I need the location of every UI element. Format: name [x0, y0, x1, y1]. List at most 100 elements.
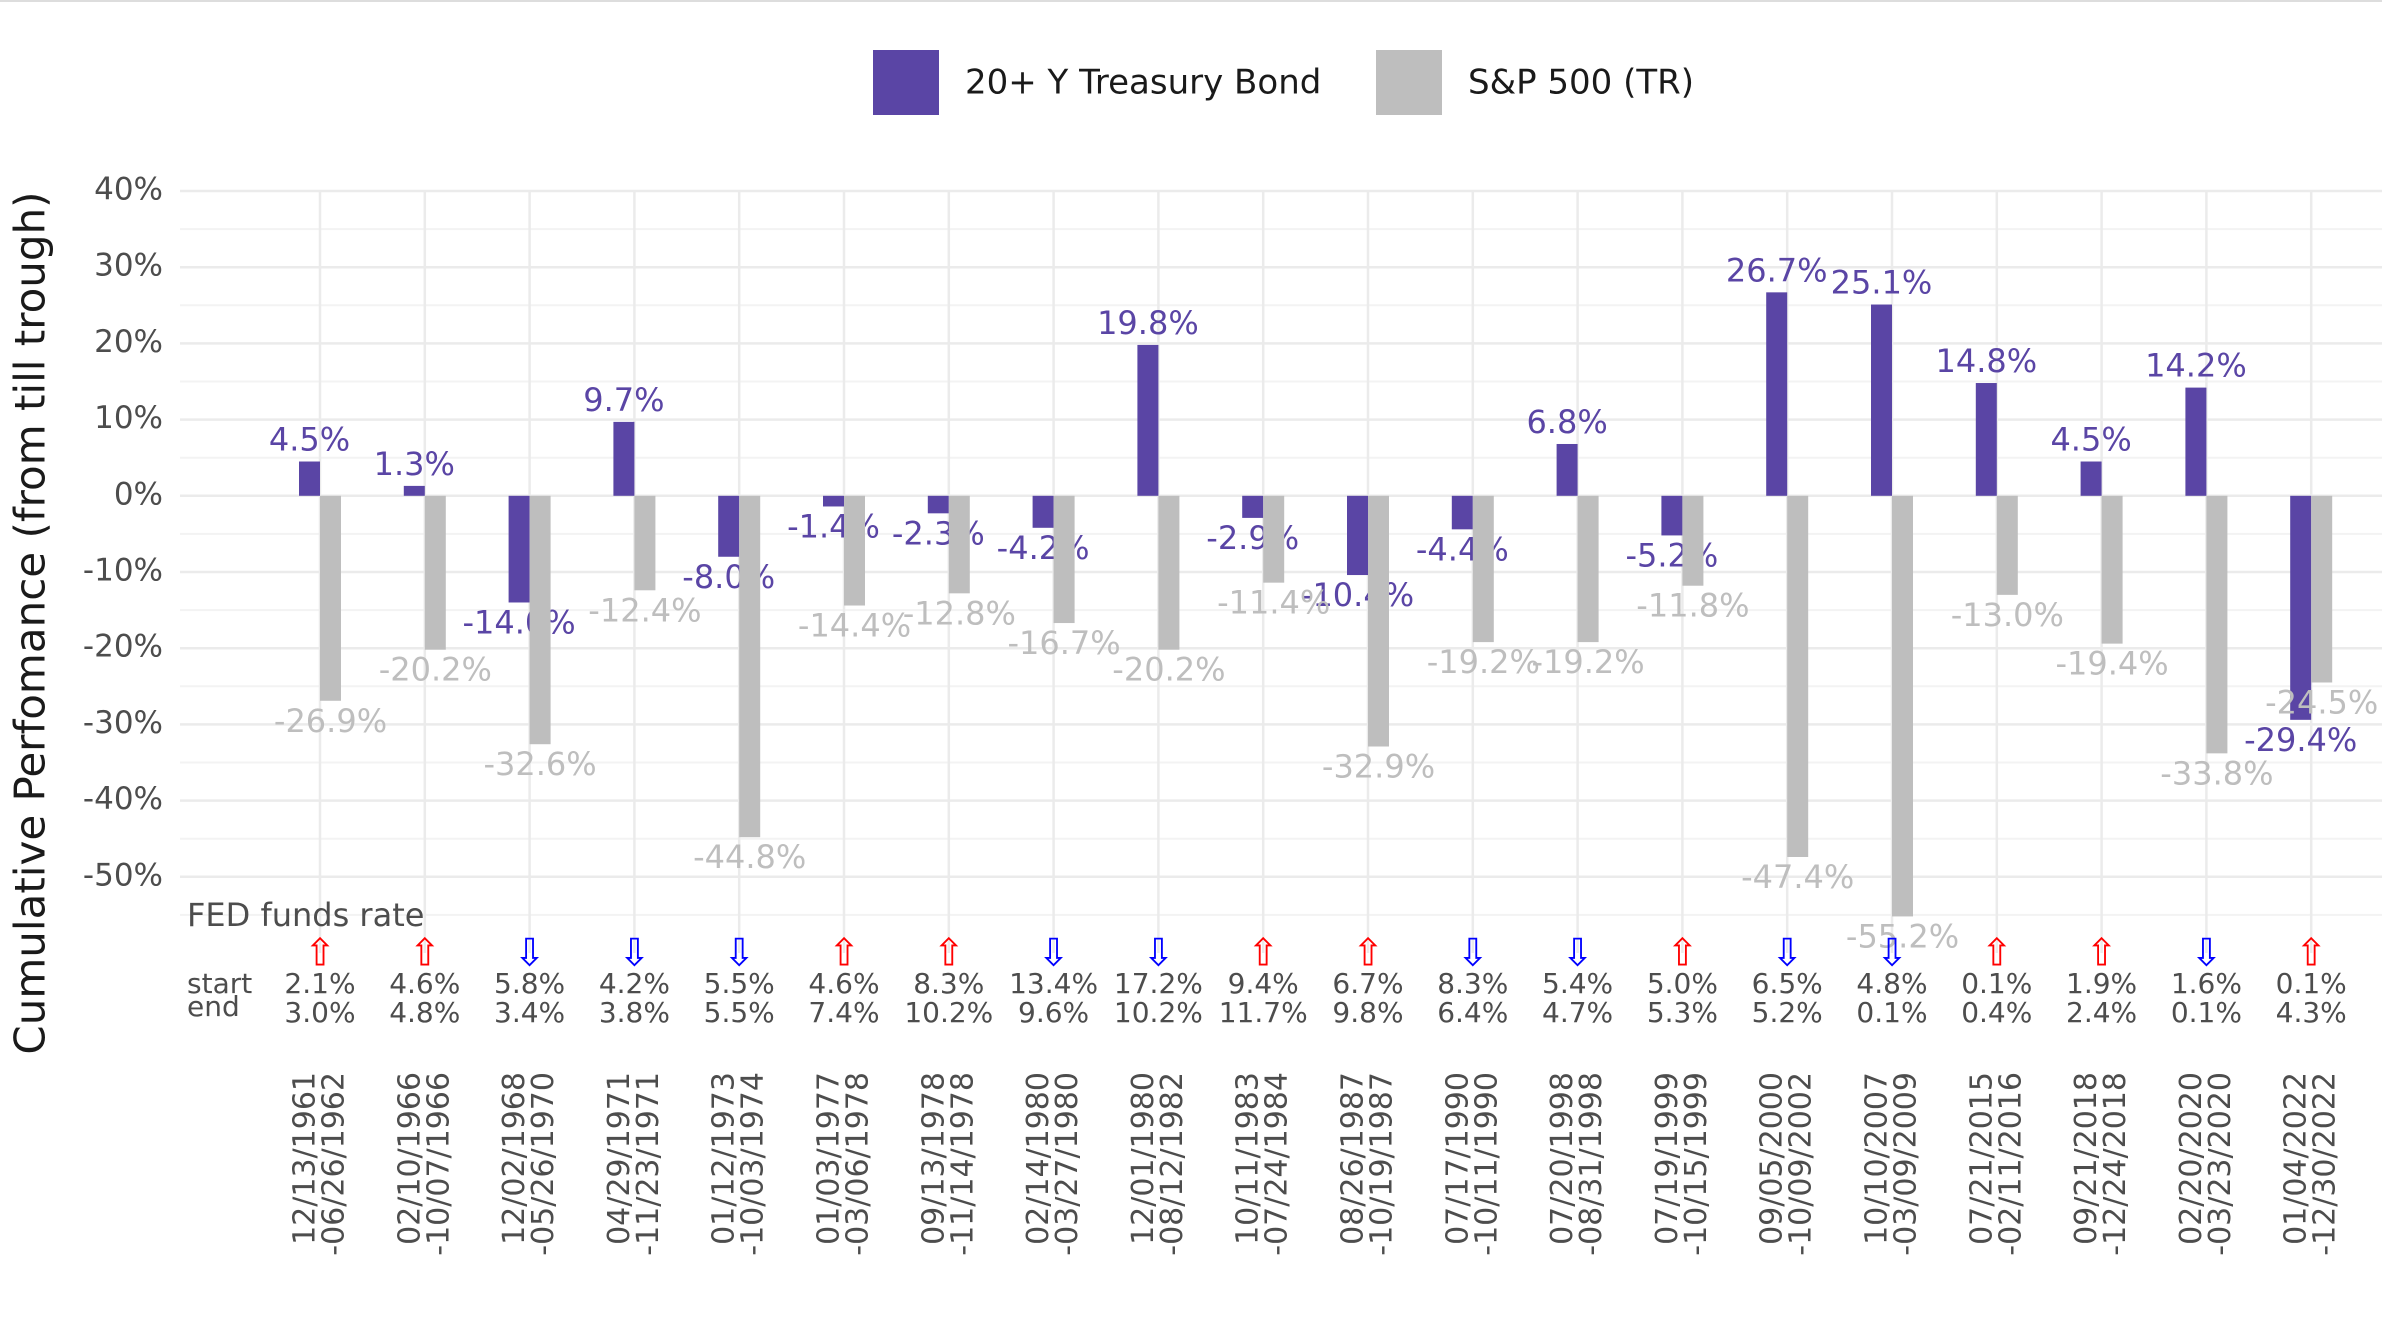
value-label: 4.5%: [2050, 421, 2131, 459]
bar: [1032, 495, 1054, 528]
x-tick-label: -03/09/2009: [1889, 1072, 1924, 1256]
x-tick-label: 12/13/1961: [288, 1072, 323, 1245]
value-label: -32.6%: [483, 745, 596, 783]
bar: [1472, 495, 1494, 643]
value-label: -32.9%: [1322, 747, 1435, 785]
x-tick-label: -10/03/1974: [736, 1072, 771, 1256]
fed-arrow: ⇧: [828, 931, 860, 975]
value-label: -4.2%: [997, 529, 1090, 567]
bar: [718, 495, 740, 557]
fed-arrow: ⇧: [1981, 931, 2013, 975]
value-label: -4.4%: [1416, 530, 1509, 568]
legend-label: S&P 500 (TR): [1468, 63, 1694, 103]
x-tick-label: -03/06/1978: [841, 1072, 876, 1256]
value-label: -14.0%: [462, 603, 575, 641]
value-label: -26.9%: [274, 702, 387, 740]
x-tick-label: -08/31/1998: [1574, 1072, 1609, 1256]
x-tick-label: 07/17/1990: [1440, 1072, 1475, 1245]
fed-arrow: ⇩: [1876, 931, 1908, 975]
value-label: -20.2%: [379, 651, 492, 689]
fed-start: 1.9%: [2066, 967, 2137, 1000]
x-tick-label: -12/24/2018: [2098, 1072, 2133, 1256]
bar: [1451, 495, 1473, 530]
fed-end: 7.4%: [808, 996, 879, 1029]
value-label: -19.2%: [1427, 643, 1540, 681]
x-tick-label: -11/14/1978: [945, 1072, 980, 1256]
fed-start: 8.3%: [1437, 967, 1508, 1000]
legend-label: 20+ Y Treasury Bond: [965, 63, 1321, 103]
bar: [948, 495, 970, 594]
value-label: 19.8%: [1097, 304, 1199, 342]
bar: [403, 485, 425, 496]
fed-end: 3.8%: [599, 996, 670, 1029]
fed-start: 2.1%: [284, 967, 355, 1000]
fed-end: 2.4%: [2066, 996, 2137, 1029]
bar: [2290, 495, 2312, 720]
y-tick-label: 40%: [94, 172, 163, 208]
bar: [613, 421, 635, 496]
y-axis-label: Cumulative Perfomance (from till trough): [6, 191, 55, 1054]
bar: [424, 495, 446, 650]
value-label: -2.9%: [1206, 519, 1299, 557]
fed-start: 1.6%: [2171, 967, 2242, 1000]
value-label: -20.2%: [1112, 651, 1225, 689]
bar: [2206, 495, 2228, 754]
fed-arrow: ⇩: [1562, 931, 1594, 975]
value-label: 6.8%: [1526, 403, 1607, 441]
value-label: -24.5%: [2265, 683, 2378, 721]
bar: [1682, 495, 1704, 586]
value-label: -10.4%: [1301, 576, 1414, 614]
y-tick-label: -40%: [83, 781, 163, 817]
fed-end: 5.3%: [1647, 996, 1718, 1029]
bar: [1975, 383, 1997, 496]
value-label: -55.2%: [1846, 917, 1959, 955]
x-tick-label: -03/27/1980: [1050, 1072, 1085, 1256]
value-label: -33.8%: [2160, 754, 2273, 792]
bar: [508, 495, 530, 603]
value-label: -11.8%: [1636, 587, 1749, 625]
fed-start: 8.3%: [913, 967, 984, 1000]
fed-end: 6.4%: [1437, 996, 1508, 1029]
fed-start: 5.8%: [494, 967, 565, 1000]
fed-end: 0.1%: [2171, 996, 2242, 1029]
bar: [1556, 443, 1578, 496]
fed-arrow: ⇧: [2086, 931, 2118, 975]
fed-end: 10.2%: [1114, 996, 1203, 1029]
fed-end: 10.2%: [904, 996, 993, 1029]
bar: [299, 461, 320, 496]
x-tick-label: -10/11/1990: [1469, 1072, 1504, 1256]
x-tick-label: -02/11/2016: [1993, 1072, 2028, 1256]
fed-arrow: ⇧: [1352, 931, 1384, 975]
value-label: -11.4%: [1217, 584, 1330, 622]
x-tick-label: 07/19/1999: [1650, 1072, 1685, 1245]
x-tick-label: 10/10/2007: [1860, 1072, 1895, 1245]
fed-end: 5.5%: [704, 996, 775, 1029]
value-label: 14.8%: [1935, 342, 2037, 380]
end-label: end: [187, 990, 240, 1023]
value-label: 9.7%: [583, 381, 664, 419]
fed-arrow: ⇩: [1038, 931, 1070, 975]
y-tick-label: 20%: [94, 324, 163, 360]
value-label: -29.4%: [2244, 721, 2357, 759]
bar: [1368, 495, 1389, 747]
fed-end: 4.8%: [389, 996, 460, 1029]
fed-arrow: ⇩: [1771, 931, 1803, 975]
bar: [739, 495, 761, 838]
x-tick-label: 07/21/2015: [1964, 1072, 1999, 1245]
x-tick-label: 02/20/2020: [2174, 1072, 2209, 1245]
y-tick-label: -50%: [83, 857, 163, 893]
bar: [320, 495, 341, 701]
bar: [1892, 495, 1913, 917]
x-tick-label: 02/10/1966: [392, 1072, 427, 1245]
x-tick-label: -05/26/1970: [526, 1072, 561, 1256]
bar: [2101, 495, 2123, 644]
start-label: start: [187, 967, 252, 1000]
fed-arrow: ⇧: [409, 931, 441, 975]
bar: [1137, 344, 1159, 496]
bar: [1242, 495, 1264, 518]
value-label: -16.7%: [1007, 624, 1120, 662]
bar: [823, 495, 844, 507]
legend-swatch: [1376, 50, 1442, 115]
fed-start: 6.7%: [1332, 967, 1403, 1000]
fed-start: 17.2%: [1114, 967, 1203, 1000]
